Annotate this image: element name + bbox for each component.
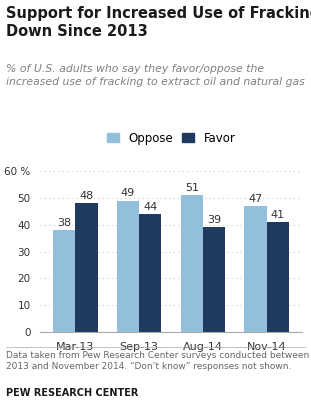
- Bar: [181, 195, 203, 332]
- Text: Data taken from Pew Research Center surveys conducted between
2013 and November : Data taken from Pew Research Center surv…: [6, 351, 309, 371]
- Text: 48: 48: [80, 191, 94, 201]
- Text: 38: 38: [57, 218, 72, 228]
- Text: 39: 39: [207, 215, 221, 225]
- Text: 51: 51: [185, 183, 199, 193]
- Bar: [76, 203, 98, 332]
- Bar: [244, 206, 267, 332]
- Bar: [139, 214, 161, 332]
- Bar: [203, 227, 225, 332]
- Bar: [117, 200, 139, 332]
- Text: 47: 47: [248, 194, 262, 204]
- Text: % of U.S. adults who say they favor/oppose the
increased use of fracking to extr: % of U.S. adults who say they favor/oppo…: [6, 64, 305, 87]
- Text: 49: 49: [121, 188, 135, 198]
- Text: PEW RESEARCH CENTER: PEW RESEARCH CENTER: [6, 388, 139, 398]
- Text: Support for Increased Use of Fracking
Down Since 2013: Support for Increased Use of Fracking Do…: [6, 6, 311, 39]
- Bar: [267, 222, 289, 332]
- Legend: Oppose, Favor: Oppose, Favor: [107, 132, 235, 145]
- Text: 44: 44: [143, 202, 157, 212]
- Text: 41: 41: [271, 210, 285, 220]
- Bar: [53, 230, 76, 332]
